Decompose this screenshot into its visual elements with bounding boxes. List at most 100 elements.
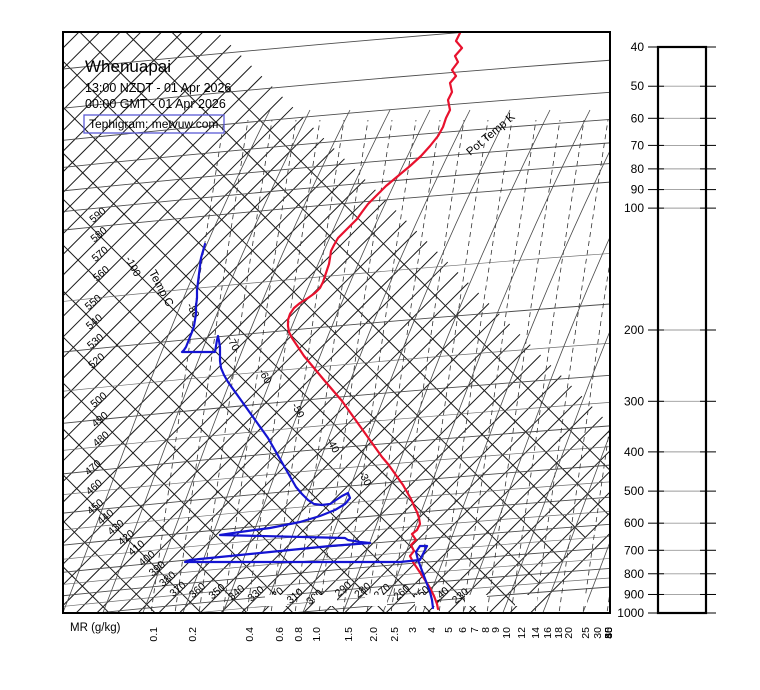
dry-adiabat-line	[158, 292, 480, 613]
isobar-line	[63, 464, 610, 514]
dry-adiabat-line	[63, 86, 273, 297]
pressure-tick-label: 400	[624, 445, 644, 459]
temperature-curve	[286, 32, 464, 611]
isobar-line	[63, 342, 610, 392]
dry-adiabat-line	[63, 32, 163, 132]
mixing-ratio-line	[390, 119, 465, 613]
dry-adiabat-line	[323, 375, 562, 613]
isobar-line	[63, 510, 610, 560]
isobar-line	[63, 558, 610, 607]
dry-adiabat-line	[63, 96, 283, 318]
label-mask	[265, 595, 287, 606]
dry-adiabat-line	[75, 251, 438, 613]
pressure-scale-panel: 40 50 60 70 80 90 100 200 300 400 500 600 700 800 900 1…	[617, 40, 716, 620]
pressure-tick-label: 50	[631, 79, 645, 93]
pressure-tick-label: 200	[624, 323, 644, 337]
mixing-ratio-tick: 25	[580, 627, 592, 639]
mixing-ratio-tick: 2.0	[368, 627, 380, 642]
mixing-ratio-tick: 40	[603, 627, 615, 639]
mixing-ratio-line	[510, 119, 585, 613]
dry-adiabat-line	[178, 303, 490, 613]
pressure-panel-frame	[656, 45, 708, 615]
mixing-ratio-line	[246, 119, 321, 613]
saturated-adiabat-line	[63, 109, 271, 613]
mixing-ratio-tick: 2.5	[389, 627, 401, 642]
main-plot-frame	[62, 31, 611, 614]
pressure-tick-label: 100	[624, 201, 644, 215]
isobar-line	[92, 568, 610, 613]
saturated-adiabat-line	[142, 109, 351, 613]
mixing-ratio-tick: 9	[490, 627, 502, 633]
saturated-adiabat-line	[382, 109, 591, 613]
dry-adiabat-line	[529, 532, 610, 613]
saturated-adiabat-line	[342, 109, 551, 613]
dry-adiabat-line	[63, 106, 294, 338]
mixing-ratio-tick: 50	[603, 627, 615, 639]
dry-adiabat-line	[63, 168, 356, 462]
dry-adiabat-line	[426, 429, 610, 613]
mixing-ratio-tick: 6	[457, 627, 469, 633]
dry-adiabat-line	[219, 323, 511, 613]
label-mask	[565, 595, 587, 606]
mixing-ratio-tick: 3	[407, 627, 419, 633]
dry-adiabat-line	[467, 470, 610, 613]
saturated-adiabat-line	[222, 109, 431, 613]
dry-adiabat-line	[63, 55, 242, 235]
pressure-tick-label: 80	[631, 162, 645, 176]
mixing-ratio-line	[222, 119, 297, 613]
mixing-ratio-line	[534, 119, 609, 613]
mixing-ratio-tick: 10	[501, 627, 513, 639]
mixing-ratio-line	[438, 119, 513, 613]
saturated-adiabat-line	[262, 109, 471, 613]
gmt-time: 00:00 GMT - 01 Apr 2026	[85, 97, 226, 111]
dry-adiabat-line	[447, 450, 610, 613]
dry-adiabat-line	[63, 230, 418, 586]
dry-adiabat-line	[302, 364, 552, 613]
mixing-ratio-tick: 8	[480, 627, 492, 633]
mixing-ratio-tick: 30	[592, 627, 604, 639]
dry-adiabat-line	[63, 44, 232, 214]
sounding-curves	[180, 32, 464, 611]
isobar-line	[63, 547, 610, 597]
mixing-ratio-line	[318, 119, 393, 613]
mixing-ratio-line	[174, 119, 249, 613]
isobar-line	[63, 446, 610, 495]
mixing-ratio-tick: 20	[563, 627, 575, 639]
mixing-ratio-tick: 0.6	[274, 627, 286, 642]
pressure-tick-label: 900	[624, 587, 644, 601]
isobar-line	[63, 118, 610, 168]
dry-adiabat-line	[63, 32, 122, 91]
dry-adiabat-line	[364, 395, 583, 613]
dry-adiabat-line	[281, 354, 541, 613]
dry-adiabat-line	[63, 32, 142, 111]
pressure-tick-label: 700	[624, 543, 644, 557]
isobar-line	[63, 32, 473, 70]
source-label[interactable]: Tephigram: metvuw.com	[89, 117, 218, 131]
isobar-line	[63, 59, 610, 109]
pressure-tick-label: 60	[631, 111, 645, 125]
mixing-ratio-line	[342, 119, 417, 613]
dry-adiabat-line	[63, 220, 407, 565]
isobar-line	[63, 374, 610, 424]
saturated-adiabat-line	[102, 109, 311, 613]
dry-adiabat-line	[240, 333, 521, 613]
pressure-tick-label: 90	[631, 183, 645, 197]
dry-adiabat-line	[63, 158, 345, 442]
dry-adiabat-line	[137, 282, 469, 613]
isobar-line	[63, 496, 610, 546]
dry-adiabat-line	[63, 32, 204, 173]
mixing-ratio-tick: 1.5	[343, 627, 355, 642]
pressure-tick-label: 300	[624, 394, 644, 408]
isobar-line	[286, 586, 610, 613]
mixing-ratio-axis-label: MR (g/kg)	[70, 622, 121, 634]
station-name: Whenuapai	[85, 57, 171, 76]
dry-adiabat-line	[63, 199, 387, 524]
mixing-ratio-tick: 45	[603, 627, 615, 639]
title-block: Whenuapai 13:00 NZDT - 01 Apr 2026 00:00…	[83, 57, 231, 134]
mixing-ratio-tick: 0.8	[293, 627, 305, 642]
dry-adiabat-line	[63, 148, 335, 421]
isobar-line	[63, 536, 610, 585]
pressure-tick-label: 1000	[617, 606, 644, 620]
